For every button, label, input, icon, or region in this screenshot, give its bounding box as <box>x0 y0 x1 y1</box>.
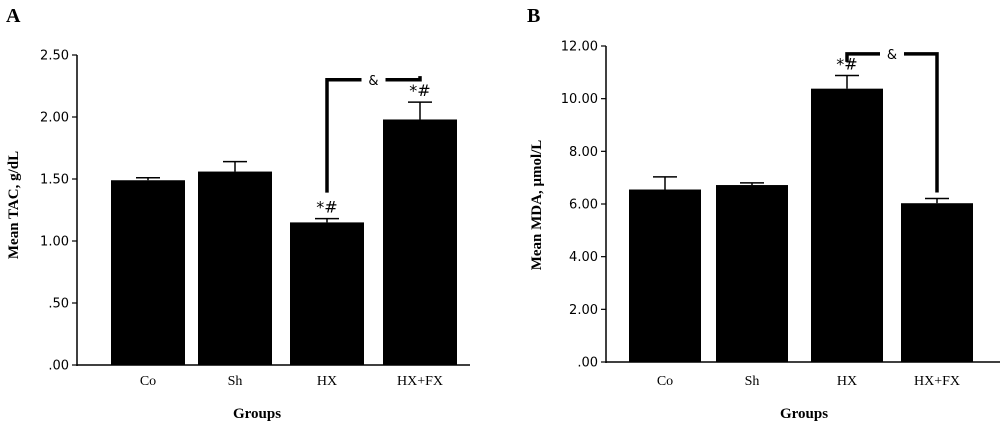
panel-b-category-label: HX+FX <box>914 374 960 389</box>
panel-a-x-axis-title: Groups <box>233 406 281 422</box>
panel-b-x-axis-title: Groups <box>780 406 828 422</box>
panel-b-bar-hx <box>811 88 883 362</box>
panel-a-y-tick-label: 1.50 <box>40 173 69 188</box>
panel-b-letter: B <box>527 5 540 27</box>
panel-b-y-tick-label: 6.00 <box>569 198 598 213</box>
panel-a-significance-marker: *# <box>316 198 337 217</box>
panel-b-y-tick-label: 4.00 <box>569 250 598 265</box>
panel-a-category-label: HX+FX <box>397 374 443 389</box>
panel-b-y-tick-label: 12.00 <box>561 40 598 55</box>
panel-a-bar-hx-fx <box>383 119 457 365</box>
panel-a-category-label: Co <box>140 374 156 389</box>
panel-a-bar-co <box>111 180 185 365</box>
panel-b-significance-bracket <box>845 52 939 193</box>
panel-a-letter: A <box>6 5 21 27</box>
panel-b-y-tick-label: 2.00 <box>569 303 598 318</box>
panel-a-significance-marker: *# <box>409 81 430 100</box>
panel-a-category-label: Sh <box>228 374 243 389</box>
panel-b-y-axis-title: Mean MDA, μmol/L <box>529 140 545 271</box>
panel-a-y-tick-label: 2.50 <box>40 49 69 64</box>
panel-a-y-tick-label: .00 <box>48 359 69 374</box>
panel-a-significance-bracket <box>325 76 422 193</box>
panel-a-category-label: HX <box>317 374 337 389</box>
panel-a-chart: A Mean TAC, g/dL Groups .00 .50 1.00 1.50 2.… <box>6 5 470 422</box>
panel-b-bracket-label: & <box>887 48 897 63</box>
panel-a-bar-hx <box>290 222 364 365</box>
panel-b-category-label: HX <box>837 374 857 389</box>
panel-b-category-label: Sh <box>745 374 760 389</box>
panel-b-significance-marker: *# <box>836 54 857 73</box>
panel-b-bar-co <box>629 189 701 362</box>
panel-b-bar-sh <box>716 185 788 362</box>
panel-b-y-tick-label: 10.00 <box>561 92 598 107</box>
panel-b-category-label: Co <box>657 374 673 389</box>
panel-a-y-tick-label: 2.00 <box>40 111 69 126</box>
panel-b-bar-hx-fx <box>901 203 973 362</box>
panel-b-chart: B Mean MDA, μmol/L Groups .00 2.00 4.00 6.0… <box>527 5 1000 422</box>
panel-a-bracket-label: & <box>368 74 378 89</box>
panel-a-y-axis-title: Mean TAC, g/dL <box>6 151 22 259</box>
panel-b-y-tick-label: .00 <box>577 356 598 371</box>
panel-a-bar-sh <box>198 171 272 365</box>
panel-a-y-tick-label: 1.00 <box>40 235 69 250</box>
panel-b-y-tick-label: 8.00 <box>569 145 598 160</box>
panel-a-y-tick-label: .50 <box>48 297 69 312</box>
